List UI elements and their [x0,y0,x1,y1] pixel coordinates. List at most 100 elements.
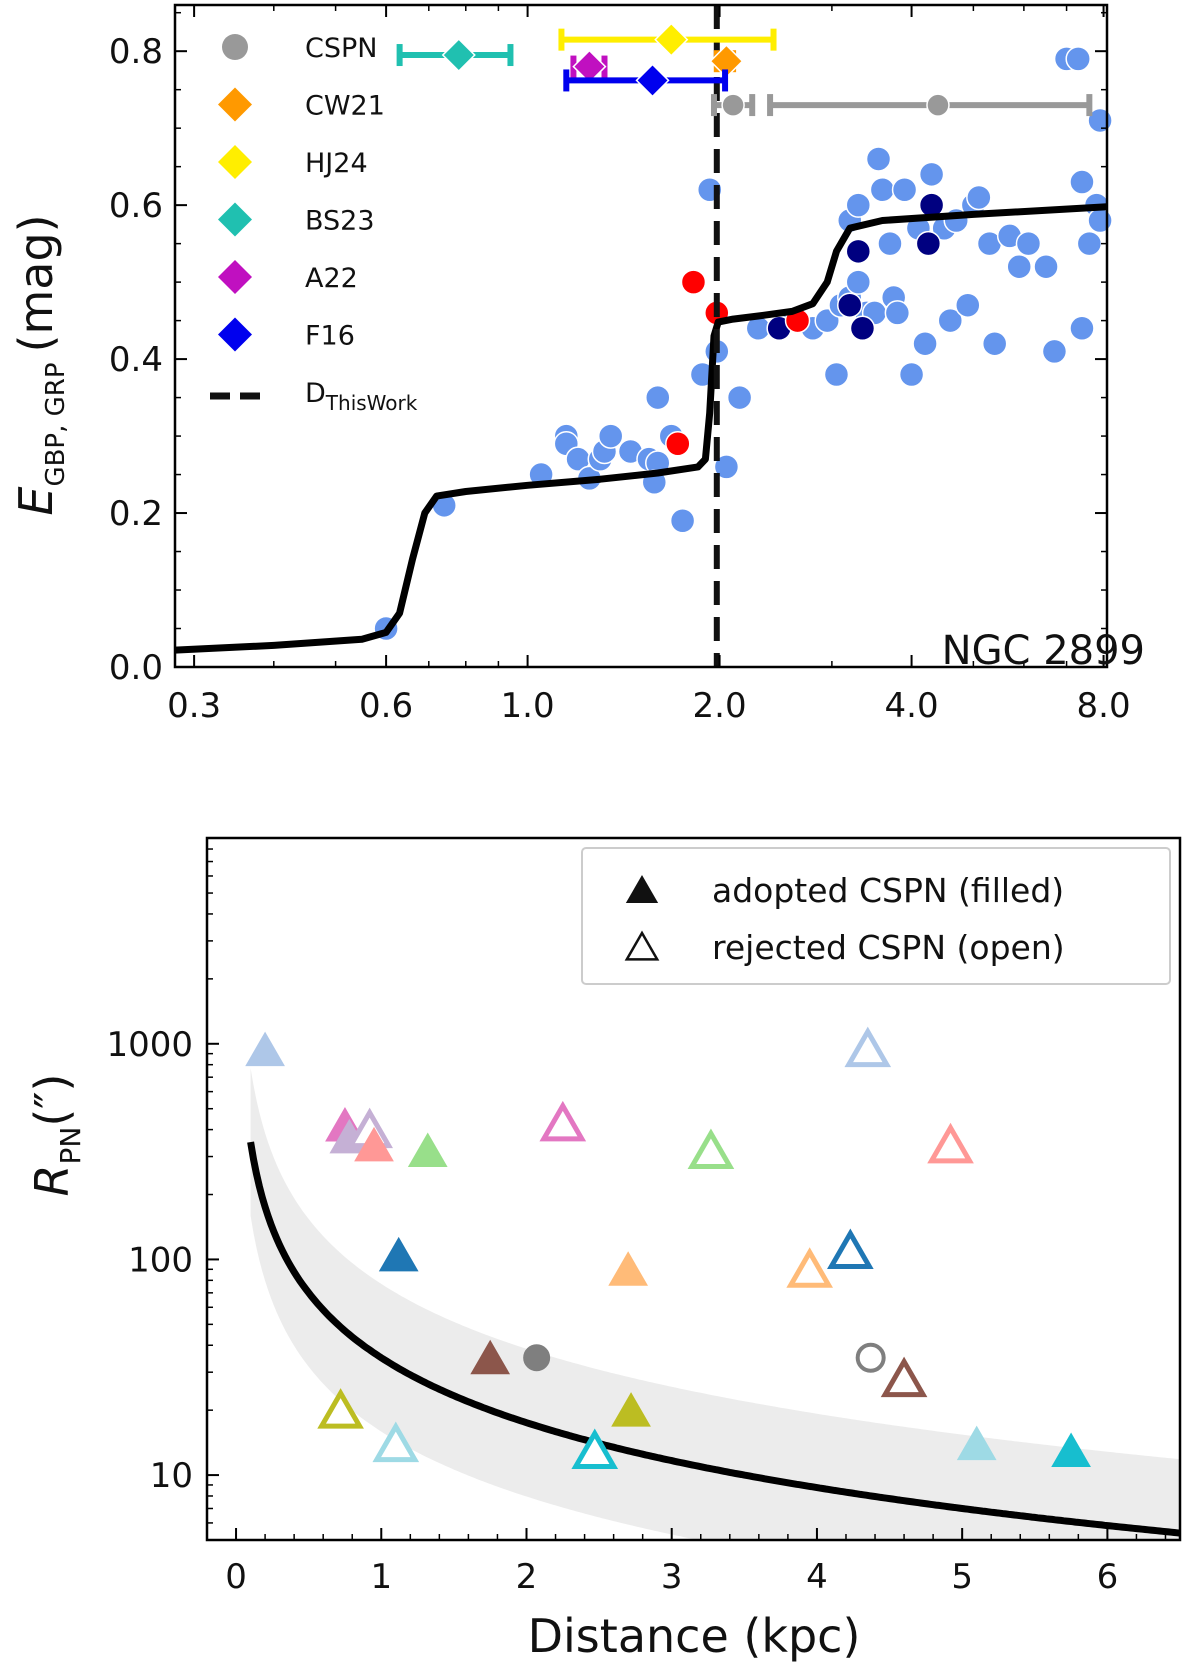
field-stars-point [884,300,911,326]
top-panel: 0.3 0.6 1.0 2.0 4.0 8.0 0.0 0.2 0.4 0.6 0.8 NGC 28… [9,3,1145,726]
legend-entry: CSPN [222,33,377,64]
field-stars-point [937,307,964,334]
y-tick-label: 0.0 [109,648,163,688]
legend-entry: F16 [218,317,355,352]
legend-label: DThisWork [305,378,418,415]
legend-marker [218,87,252,122]
reference-marker [654,22,689,57]
y-tick-label: 0.2 [109,494,163,534]
x-tick-label: 6 [1097,1557,1119,1597]
dark-stars-point [845,238,872,265]
adopted-cspn-marker [470,1339,511,1375]
legend-box [581,847,1171,985]
rejected-cspn-marker [687,1128,735,1169]
rejected-cspn-marker [571,1428,619,1470]
dark-stars-point [915,230,942,257]
panel-annotation: NGC 2899 [942,628,1145,674]
size-distance-relation-curve [247,1141,1180,1537]
adopted-cspn-marker [407,1132,448,1167]
x-tick-label: 5 [951,1557,973,1597]
bottom-panel: 0 1 2 3 4 5 6 10 100 1000 adopted CSPN (filled) re… [25,836,1182,1663]
x-tick-label: 1.0 [501,686,555,726]
reference-distance-hj24 [558,22,777,57]
legend-label: A22 [305,263,358,294]
rejected-cspn-marker [844,1026,892,1068]
field-stars-point [918,161,945,188]
rejected-cspn-marker [317,1388,364,1429]
adopted-cspn-marker [354,1126,394,1162]
x-tick-label: 0.6 [359,686,413,726]
adopted-cspn-marker [378,1236,419,1272]
reference-marker [441,37,476,73]
reference-distance-a22 [570,49,608,84]
x-tick-label: 0.3 [167,686,221,726]
reference-distance-cspn [767,93,1093,117]
rejected-cspn-marker [539,1100,587,1142]
legend-entry: HJ24 [218,145,368,179]
y-tick-label: 10 [150,1456,193,1496]
bottom-markers [245,1026,1180,1540]
field-stars-point [891,176,918,203]
y-tick-label: 1000 [106,1025,193,1065]
legend-marker [218,202,252,237]
field-stars-point [1069,169,1095,195]
field-stars-point [1033,253,1059,280]
legend-filled-triangle [625,875,659,904]
y-label-unit: (mag) [9,214,63,352]
field-stars-point [726,384,753,411]
field-stars-point [1076,230,1103,257]
legend-label: BS23 [305,206,375,237]
reference-marker [635,63,670,98]
legend-entry: rejected CSPN (open) [624,928,1065,967]
legend-entry: CW21 [218,87,385,122]
adopted-cspn-marker [611,1392,651,1427]
x-tick-label: 8.0 [1077,686,1131,726]
y-tick-label: 100 [128,1240,193,1280]
field-stars-point [912,330,938,357]
y-tick-label: 0.8 [109,32,163,72]
field-stars-point [713,454,740,480]
red-stars-point [665,431,691,457]
rejected-cspn-circle [855,1342,886,1373]
field-stars-point [845,192,872,218]
x-tick-label: 2.0 [693,686,747,726]
legend-label: F16 [305,321,355,352]
rejected-cspn-marker [880,1356,928,1398]
legend-marker [218,317,252,352]
legend-entry: DThisWork [210,378,418,415]
legend-marker [218,260,252,294]
x-tick-label: 0 [225,1557,247,1597]
reference-distance-f16 [563,63,729,98]
legend-entry: BS23 [218,202,375,237]
x-tick-label: 4 [806,1557,828,1597]
y-label-sub: GBP, GRP [41,362,71,486]
legend-label: CSPN [305,33,377,64]
y-label-sub: PN [54,1127,87,1165]
y-label-main: E [9,487,63,516]
field-stars-point [1087,207,1113,234]
field-stars-point [1041,338,1068,365]
adopted-cspn-marker [245,1031,285,1067]
red-stars-point [680,269,707,295]
uncertainty-band [250,1068,1180,1540]
field-stars-point [869,176,896,203]
field-stars-point [845,269,872,295]
reference-distance-cspn [710,93,756,117]
legend-label: HJ24 [305,148,368,179]
rejected-cspn-marker [786,1247,834,1288]
field-stars-point [669,507,696,534]
legend-entry: A22 [218,260,358,294]
rejected-cspn-marker [827,1228,874,1270]
adopted-cspn-marker [1051,1432,1091,1468]
legend-label: CW21 [305,91,385,122]
adopted-cspn-marker [956,1425,997,1461]
rejected-cspn-marker [372,1421,420,1463]
x-tick-label: 1 [370,1557,392,1597]
field-stars-point [1006,253,1032,280]
legend-label: rejected CSPN (open) [712,928,1065,967]
y-tick-label: 0.6 [109,186,163,226]
adopted-cspn-circle [523,1344,551,1372]
field-stars-point [955,292,981,318]
field-stars-point [645,384,671,411]
